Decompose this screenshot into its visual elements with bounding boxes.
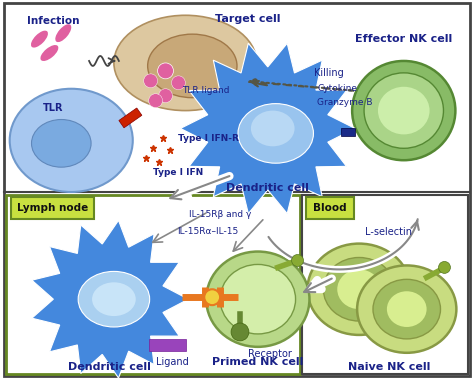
Polygon shape (181, 43, 355, 214)
Ellipse shape (323, 257, 395, 321)
Ellipse shape (337, 269, 381, 309)
Ellipse shape (31, 119, 91, 167)
Ellipse shape (238, 103, 313, 163)
Bar (341, 128, 355, 136)
Ellipse shape (387, 291, 427, 327)
Circle shape (149, 94, 163, 108)
Text: IL-15Rα–IL-15: IL-15Rα–IL-15 (178, 227, 239, 236)
Text: IL-15Rβ and γ: IL-15Rβ and γ (189, 210, 251, 219)
Text: Effector NK cell: Effector NK cell (355, 34, 452, 44)
Text: Receptor: Receptor (248, 349, 292, 359)
Circle shape (172, 76, 185, 90)
Circle shape (144, 74, 157, 88)
Bar (301, 195, 468, 374)
Bar (119, 108, 142, 128)
Ellipse shape (373, 279, 440, 339)
Text: TLR ligand: TLR ligand (182, 86, 230, 95)
Ellipse shape (352, 61, 456, 160)
Text: Primed NK cell: Primed NK cell (212, 357, 303, 367)
Ellipse shape (308, 244, 410, 335)
Circle shape (292, 255, 303, 266)
Text: Killing: Killing (314, 68, 344, 78)
Polygon shape (32, 220, 188, 378)
Text: Infection: Infection (27, 16, 80, 26)
Text: Dendritic cell: Dendritic cell (227, 183, 309, 193)
Text: Cytokine: Cytokine (318, 84, 357, 93)
Text: Type I IFN-R: Type I IFN-R (178, 134, 239, 143)
Ellipse shape (55, 24, 71, 42)
Ellipse shape (364, 73, 444, 148)
Ellipse shape (251, 111, 294, 146)
Text: Naive NK cell: Naive NK cell (348, 362, 430, 372)
Bar (6, 195, 300, 374)
Circle shape (204, 289, 220, 305)
Ellipse shape (40, 45, 58, 61)
FancyBboxPatch shape (307, 197, 354, 219)
Ellipse shape (31, 31, 48, 48)
Bar (149, 339, 186, 351)
Text: Blood: Blood (313, 203, 347, 213)
Text: Target cell: Target cell (215, 14, 281, 24)
Ellipse shape (378, 87, 429, 135)
Circle shape (438, 262, 450, 273)
Circle shape (157, 63, 173, 79)
Text: Granzyme B: Granzyme B (318, 98, 373, 107)
Text: Ligand: Ligand (155, 357, 188, 367)
Ellipse shape (357, 265, 456, 353)
Ellipse shape (92, 282, 136, 316)
Text: Lymph node: Lymph node (17, 203, 88, 213)
Ellipse shape (78, 271, 150, 327)
Text: L-selectin: L-selectin (365, 227, 412, 237)
Ellipse shape (9, 89, 133, 192)
Circle shape (231, 323, 249, 341)
Circle shape (159, 89, 173, 103)
FancyBboxPatch shape (11, 197, 94, 219)
Text: TLR: TLR (43, 103, 64, 113)
Text: Dendritic cell: Dendritic cell (67, 362, 150, 372)
Text: Type I IFN: Type I IFN (153, 168, 203, 177)
Ellipse shape (114, 15, 257, 111)
Ellipse shape (220, 265, 296, 334)
Ellipse shape (148, 34, 237, 98)
Ellipse shape (206, 252, 310, 347)
